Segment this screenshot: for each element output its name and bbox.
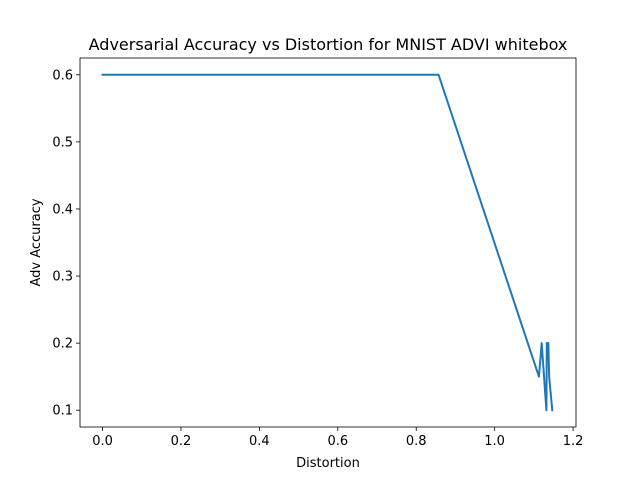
- series-layer: [101, 73, 554, 412]
- y-tick-label: 0.1: [52, 404, 73, 419]
- x-tick-label: 0.6: [327, 434, 348, 449]
- chart-title: Adversarial Accuracy vs Distortion for M…: [89, 35, 568, 54]
- y-tick-label: 0.3: [52, 270, 73, 285]
- series-line-0: [101, 73, 554, 412]
- x-tick-label: 0.0: [92, 434, 113, 449]
- x-tick-label: 1.0: [484, 434, 505, 449]
- y-axis-label: Adv Accuracy: [29, 198, 44, 286]
- y-tick-label: 0.6: [52, 68, 73, 83]
- x-tick-label: 1.2: [563, 434, 584, 449]
- y-axis: 0.1 0.2 0.3 0.4 0.5 0.6: [52, 68, 80, 419]
- x-axis-label: Distortion: [296, 456, 360, 471]
- y-tick-label: 0.5: [52, 135, 73, 150]
- plot-area: [79, 57, 577, 428]
- x-axis: 0.0 0.2 0.4 0.6 0.8 1.0 1.2: [92, 427, 583, 449]
- y-tick-label: 0.2: [52, 337, 73, 352]
- x-tick-label: 0.8: [406, 434, 427, 449]
- plot-frame: [79, 57, 577, 428]
- x-tick-label: 0.4: [249, 434, 270, 449]
- x-tick-label: 0.2: [171, 434, 192, 449]
- y-tick-label: 0.4: [52, 202, 73, 217]
